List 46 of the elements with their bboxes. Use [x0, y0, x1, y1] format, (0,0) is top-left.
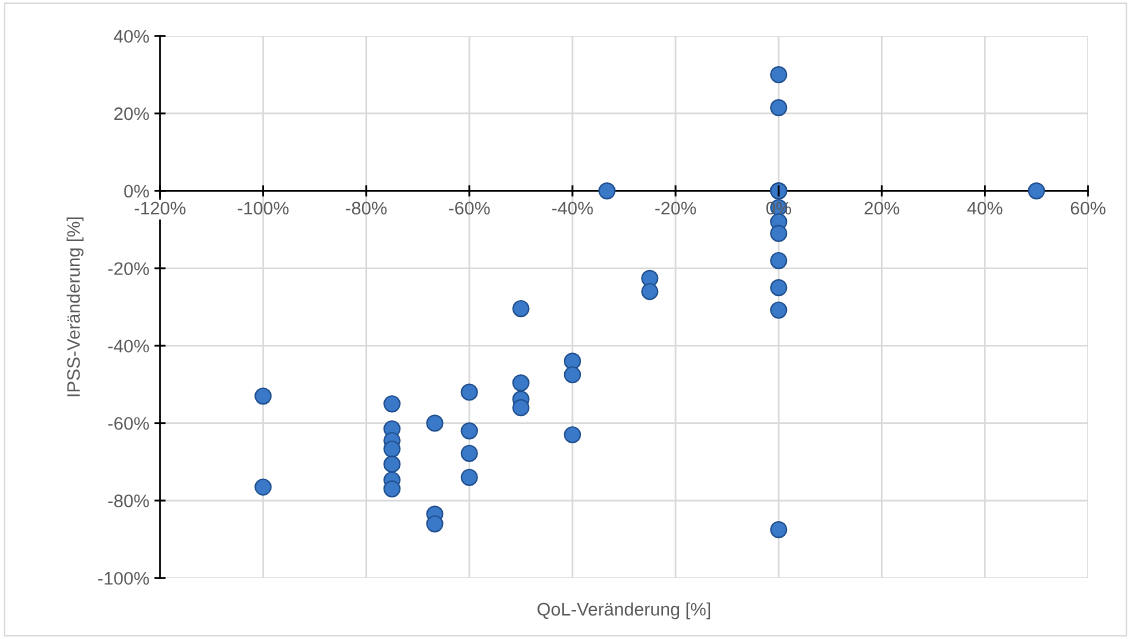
point — [383, 455, 401, 473]
point — [460, 444, 478, 462]
point — [254, 387, 272, 405]
point — [460, 422, 478, 440]
x-tick-label: -40% — [552, 201, 593, 215]
point — [460, 383, 478, 401]
x-tick-label: -80% — [345, 201, 387, 215]
point — [426, 515, 444, 533]
point — [641, 282, 659, 301]
y-tick-label: 40% — [113, 29, 149, 43]
y-tick-label: -40% — [108, 339, 149, 353]
y-tick-label: -100% — [98, 571, 149, 585]
point — [770, 520, 788, 539]
point — [460, 468, 478, 486]
point — [563, 426, 582, 444]
point — [770, 66, 788, 84]
point — [770, 301, 788, 319]
point — [383, 440, 401, 458]
x-axis-title: QoL-Veränderung [%] — [537, 602, 711, 620]
x-tick-label: -120% — [134, 201, 186, 215]
point — [254, 478, 272, 496]
point — [770, 279, 788, 297]
point — [563, 366, 582, 384]
point — [512, 299, 530, 318]
x-tick-label: -60% — [449, 201, 490, 215]
point — [1027, 182, 1046, 200]
x-tick-label: -100% — [237, 201, 289, 215]
point — [512, 374, 530, 392]
point — [383, 395, 401, 413]
point — [770, 251, 788, 270]
x-tick-label: -20% — [655, 201, 696, 215]
y-tick-label: 0% — [124, 184, 149, 198]
point — [770, 99, 788, 117]
point — [770, 224, 788, 243]
y-axis-title: IPSS-Veränderung [%] — [66, 217, 84, 397]
x-tick-label: 60% — [1070, 201, 1106, 215]
y-tick-label: 20% — [114, 107, 149, 121]
point — [512, 399, 530, 417]
x-tick-label: 20% — [864, 201, 900, 215]
y-tick-label: -80% — [108, 494, 149, 508]
y-tick-label: -20% — [108, 262, 149, 276]
x-tick-label: 40% — [967, 201, 1003, 215]
point — [426, 414, 444, 432]
y-tick-label: -60% — [108, 417, 149, 430]
point — [598, 182, 616, 200]
point — [383, 480, 401, 498]
